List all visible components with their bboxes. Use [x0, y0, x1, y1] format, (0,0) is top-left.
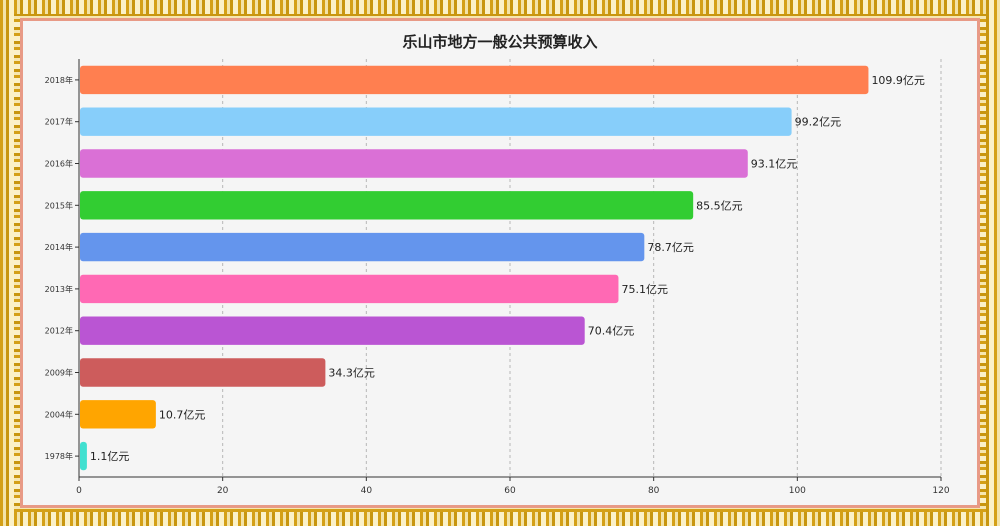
- y-tick-label: 2016年: [45, 159, 73, 169]
- x-tick-label: 80: [648, 486, 660, 496]
- y-tick-label: 2004年: [45, 409, 73, 419]
- bar-2013年: [80, 274, 619, 304]
- bar-2015年: [80, 191, 694, 220]
- data-label: 93.1亿元: [751, 158, 798, 171]
- x-tick-label: 0: [76, 486, 82, 496]
- bar-2009年: [80, 358, 326, 387]
- bar-2014年: [80, 232, 645, 262]
- y-tick-label: 1978年: [45, 451, 73, 461]
- x-tick-label: 40: [361, 486, 373, 496]
- data-label: 75.1亿元: [621, 283, 668, 296]
- y-tick-label: 2014年: [45, 242, 73, 252]
- bar-chart: 0 20 40 60 80 100 120 2018年 109.9亿元 2017年 99.2亿元 20…: [45, 59, 950, 496]
- y-tick-label: 2015年: [45, 200, 73, 210]
- y-tick-label: 2009年: [45, 368, 73, 378]
- data-label: 85.5亿元: [696, 199, 743, 212]
- bar-2016年: [80, 149, 748, 178]
- x-tick-label: 100: [789, 486, 806, 496]
- y-tick-label: 2013年: [45, 284, 73, 294]
- data-label: 99.2亿元: [795, 116, 842, 129]
- data-label: 70.4亿元: [588, 325, 635, 338]
- x-tick-label: 20: [217, 486, 229, 496]
- chart-title: 乐山市地方一般公共预算收入: [402, 33, 598, 51]
- bar-2018年: [80, 65, 869, 95]
- y-tick-label: 2018年: [45, 75, 73, 85]
- x-tick-label: 60: [504, 486, 516, 496]
- data-label: 10.7亿元: [159, 408, 206, 421]
- bar-2017年: [80, 107, 792, 136]
- y-tick-label: 2012年: [45, 326, 73, 336]
- data-label: 109.9亿元: [871, 74, 925, 87]
- data-label: 34.3亿元: [328, 367, 375, 380]
- data-label: 1.1亿元: [90, 450, 130, 463]
- bar-2004年: [80, 400, 156, 429]
- chart-panel: 乐山市地方一般公共预算收入 0 20 40 60 80 100 120 2018年 109.9亿…: [20, 18, 980, 508]
- bar-1978年: [80, 441, 87, 471]
- y-tick-label: 2017年: [45, 117, 73, 127]
- data-label: 78.7亿元: [647, 241, 694, 254]
- bar-2012年: [80, 316, 585, 345]
- x-tick-label: 120: [932, 486, 949, 496]
